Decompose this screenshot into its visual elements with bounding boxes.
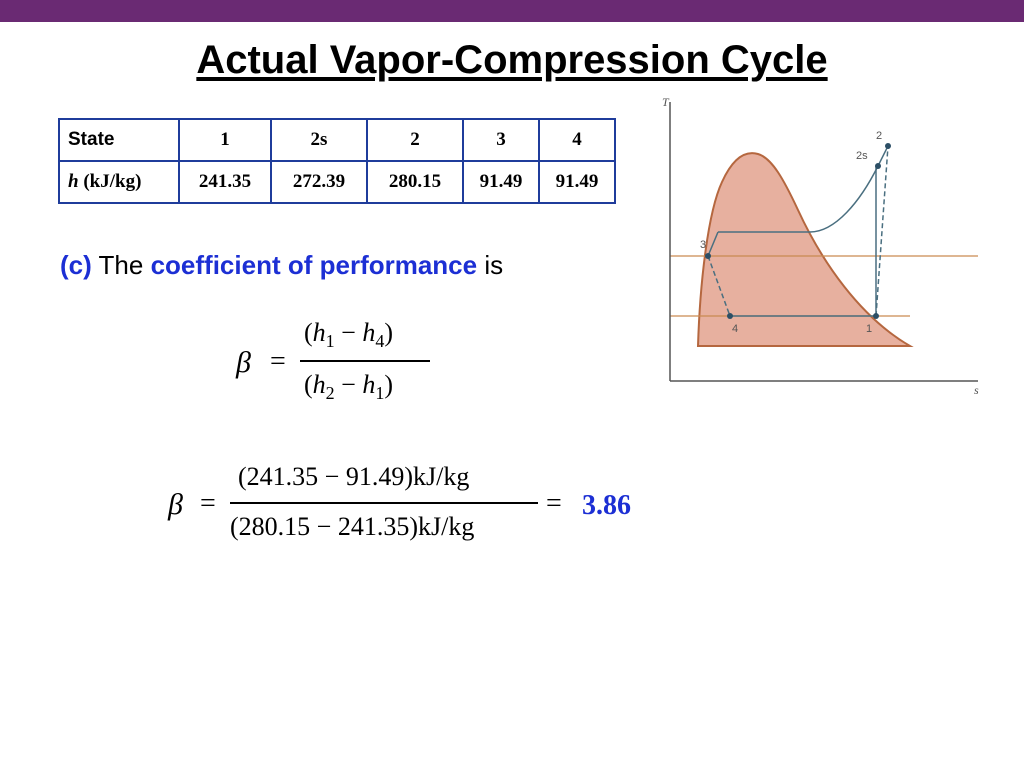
ts-diagram: T s 1 2 2s 3 4 bbox=[662, 95, 979, 397]
state-point-3 bbox=[705, 253, 711, 259]
subscript: 4 bbox=[375, 331, 385, 351]
enthalpy-unit: (kJ/kg) bbox=[83, 171, 142, 192]
enthalpy-header-cell: h (kJ/kg) bbox=[58, 160, 180, 204]
h-symbol: h bbox=[312, 370, 326, 399]
formula-numerator: (h1 − h4) bbox=[304, 318, 394, 351]
equals-sign: = bbox=[270, 346, 286, 377]
cycle-line-superheat bbox=[809, 165, 879, 233]
state-point-2s bbox=[875, 163, 881, 169]
label-state-4: 4 bbox=[732, 323, 738, 335]
subscript: 1 bbox=[375, 383, 385, 403]
cycle-line-actual-compression bbox=[875, 145, 889, 317]
text-is: is bbox=[484, 250, 504, 280]
value-cell: 91.49 bbox=[462, 160, 540, 204]
value-cell: 272.39 bbox=[270, 160, 368, 204]
connector-2s-2 bbox=[877, 145, 889, 167]
formula-denominator: (h2 − h1) bbox=[304, 370, 394, 403]
state-cell: 4 bbox=[538, 118, 616, 162]
beta-symbol: β bbox=[168, 488, 183, 521]
cop-statement: (c) The coefficient of performance is bbox=[60, 250, 503, 281]
paren: ( bbox=[304, 318, 313, 347]
minus-sign: − bbox=[341, 370, 356, 399]
cop-result: 3.86 bbox=[582, 490, 631, 521]
subscript: 1 bbox=[325, 331, 335, 351]
state-point-2 bbox=[885, 143, 891, 149]
state-cell: 3 bbox=[462, 118, 540, 162]
fraction-bar bbox=[230, 502, 538, 504]
equals-sign: = bbox=[200, 488, 216, 519]
paren: ( bbox=[304, 370, 313, 399]
paren: ) bbox=[384, 370, 394, 399]
cop-calculation: β = (241.35 − 91.49)kJ/kg (280.15 − 241.… bbox=[168, 462, 668, 562]
fraction-bar bbox=[300, 360, 430, 362]
text-the: The bbox=[98, 250, 144, 280]
h-symbol: h bbox=[362, 370, 376, 399]
state-cell: 2 bbox=[366, 118, 464, 162]
top-bar bbox=[0, 0, 1024, 22]
label-state-2: 2 bbox=[876, 130, 882, 142]
cycle-line-throttle bbox=[707, 255, 731, 317]
state-cell: 2s bbox=[270, 118, 368, 162]
table-value-row: h (kJ/kg) 241.35 272.39 280.15 91.49 91.… bbox=[58, 160, 616, 204]
calc-numerator: (241.35 − 91.49)kJ/kg bbox=[238, 462, 470, 491]
label-state-2s: 2s bbox=[856, 150, 868, 162]
label-state-1: 1 bbox=[866, 323, 872, 335]
h-symbol: h bbox=[362, 318, 376, 347]
h-symbol: h bbox=[312, 318, 326, 347]
beta-symbol: β bbox=[236, 346, 251, 379]
state-point-4 bbox=[727, 313, 733, 319]
state-header-cell: State bbox=[58, 118, 180, 162]
axis-label-t: T bbox=[662, 95, 670, 109]
label-state-3: 3 bbox=[700, 239, 706, 251]
equals-sign-2: = bbox=[546, 488, 562, 519]
table-header-row: State 1 2s 2 3 4 bbox=[58, 118, 616, 162]
slide-title: Actual Vapor-Compression Cycle bbox=[196, 38, 828, 82]
state-table: State 1 2s 2 3 4 h (kJ/kg) 241.35 272.39… bbox=[58, 118, 616, 204]
axis-label-s: s bbox=[974, 383, 979, 397]
value-cell: 241.35 bbox=[178, 160, 272, 204]
state-point-1 bbox=[873, 313, 879, 319]
calc-denominator: (280.15 − 241.35)kJ/kg bbox=[230, 512, 475, 541]
cop-formula: β = (h1 − h4) (h2 − h1) bbox=[236, 318, 446, 418]
value-cell: 280.15 bbox=[366, 160, 464, 204]
enthalpy-symbol: h bbox=[68, 171, 79, 192]
cycle-line-subcool bbox=[707, 231, 719, 257]
minus-sign: − bbox=[341, 318, 356, 347]
saturation-dome bbox=[696, 152, 914, 347]
part-label: (c) bbox=[60, 250, 92, 280]
cop-term: coefficient of performance bbox=[150, 250, 478, 280]
paren: ) bbox=[384, 318, 394, 347]
state-cell: 1 bbox=[178, 118, 272, 162]
subscript: 2 bbox=[325, 383, 335, 403]
value-cell: 91.49 bbox=[538, 160, 616, 204]
